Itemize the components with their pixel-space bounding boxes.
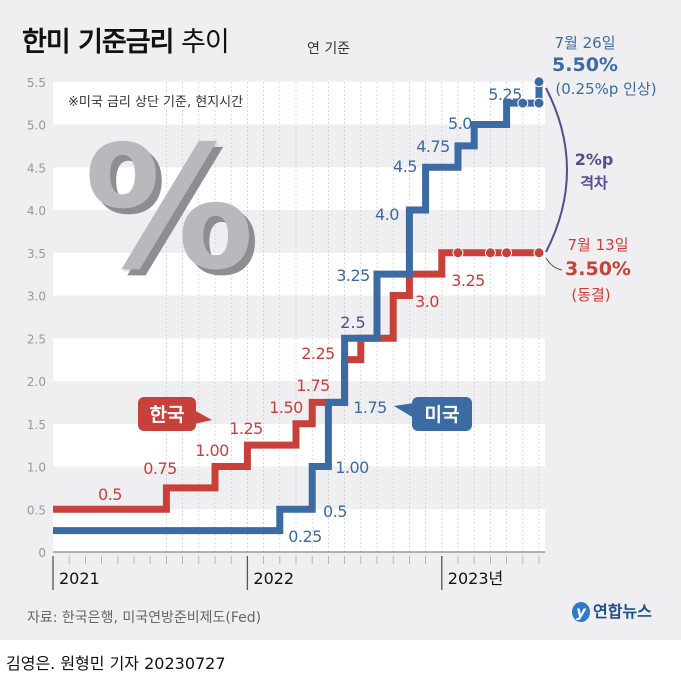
unit-label: 연 기준 [307, 41, 351, 57]
rate-label: 4.0 [375, 205, 399, 224]
korea-callout-tail [194, 410, 212, 424]
kr-date: 7월 13일 [568, 236, 629, 254]
gap-label: 격차 [580, 174, 608, 192]
kr-annotation-leader [545, 257, 563, 271]
yonhap-logo-icon: y [572, 602, 590, 622]
y-tick-label: 0.5 [27, 503, 46, 517]
note-text: ※미국 금리 상단 기준, 현지시간 [68, 95, 244, 110]
y-tick-label: 1.0 [27, 461, 46, 475]
kr-change: (동결) [571, 286, 610, 304]
rate-label: 5.25 [488, 85, 522, 104]
us-legend-label: 미국 [425, 404, 460, 426]
grid-band [53, 167, 545, 210]
rate-label: 3.25 [451, 271, 485, 290]
y-tick-label: 5.5 [27, 76, 46, 90]
rate-label: 0.75 [143, 459, 177, 478]
kr-rate: 3.50% [565, 258, 631, 280]
y-tick-label: 0 [38, 546, 46, 560]
rate-marker [533, 247, 545, 259]
rate-label: 1.50 [269, 398, 303, 417]
grid-band [53, 295, 545, 339]
y-tick-label: 5.0 [27, 119, 46, 133]
rate-label: 4.5 [393, 157, 417, 176]
grid-band [53, 466, 545, 510]
rate-label: 0.5 [98, 485, 122, 504]
rate-label: 4.75 [416, 137, 450, 156]
us-callout-tail [394, 403, 414, 418]
grid-band [53, 252, 545, 296]
us-callout-box [412, 397, 472, 431]
x-tick-label: 2022 [253, 569, 294, 588]
logo-text: 연합뉴스 [593, 602, 652, 621]
y-tick-label: 3.0 [27, 290, 46, 304]
us-rate-line [53, 81, 543, 535]
rate-marker [517, 97, 529, 109]
rate-label: 0.5 [323, 502, 347, 521]
us-change: (0.25%p 인상) [555, 80, 656, 98]
shared-rate-label: 2.5 [340, 313, 365, 332]
x-tick-label: 2021 [59, 569, 100, 588]
gap-bracket [545, 87, 568, 253]
credit-text: 김영은. 원형민 기자 20230727 [6, 654, 226, 673]
y-tick-label: 2.5 [27, 332, 46, 346]
grid-band [53, 81, 545, 125]
rate-label: 3.25 [336, 266, 370, 285]
rate-marker [533, 97, 545, 109]
y-tick-label: 2.0 [27, 375, 46, 389]
grid-band [53, 210, 545, 253]
rate-label: 1.25 [229, 419, 263, 438]
y-tick-label: 1.5 [27, 418, 46, 432]
grid-band [53, 338, 545, 381]
rate-label: 0.25 [288, 527, 322, 546]
rate-label: 1.00 [195, 441, 229, 460]
y-tick-label: 3.5 [27, 247, 46, 261]
rate-label: 2.25 [301, 344, 335, 363]
korea-legend-label: 한국 [150, 404, 185, 426]
rate-label: 1.00 [335, 458, 369, 477]
gap-value: 2%p [575, 150, 614, 169]
x-tick-label: 2023년 [448, 569, 503, 588]
us-date: 7월 26일 [555, 34, 616, 52]
rate-marker [533, 76, 545, 88]
yonhap-logo: y 연합뉴스 [572, 598, 652, 622]
rate-label: 5.0 [448, 114, 472, 133]
y-tick-label: 4.5 [27, 161, 46, 175]
korea-callout-box [138, 397, 196, 431]
rate-label: 1.75 [353, 398, 387, 417]
percent-graphic: % [84, 110, 255, 308]
rate-label: 1.75 [296, 376, 330, 395]
page-title: 한미 기준금리 추이 [22, 20, 230, 59]
rate-marker [452, 247, 464, 259]
source-text: 자료: 한국은행, 미국연방준비제도(Fed) [27, 610, 262, 626]
rate-label: 3.0 [415, 292, 439, 311]
rate-marker [501, 247, 513, 259]
rate-marker [484, 247, 496, 259]
y-tick-label: 4.0 [27, 204, 46, 218]
title-light: 추이 [173, 27, 230, 58]
us-rate: 5.50% [552, 54, 618, 76]
title-bold: 한미 기준금리 [22, 27, 174, 58]
rate-chart: 0 0.5 1.0 1.5 2.0 2.5 3.0 3.5 4.0 4.5 5.0 5.5 2021 20… [27, 34, 657, 590]
